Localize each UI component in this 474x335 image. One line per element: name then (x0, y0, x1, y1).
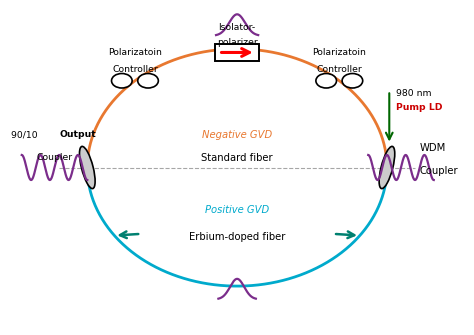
Text: Controller: Controller (317, 65, 362, 74)
Text: Controller: Controller (112, 65, 158, 74)
Circle shape (138, 73, 158, 88)
Text: Negative GVD: Negative GVD (202, 130, 272, 140)
Circle shape (316, 73, 337, 88)
Text: Output: Output (59, 130, 96, 139)
Circle shape (111, 73, 132, 88)
Text: Erbium-doped fiber: Erbium-doped fiber (189, 232, 285, 242)
Circle shape (342, 73, 363, 88)
Text: Polarizatoin: Polarizatoin (312, 48, 366, 57)
Text: Pump LD: Pump LD (396, 103, 443, 112)
Text: Coupler: Coupler (36, 153, 73, 162)
Text: Standard fiber: Standard fiber (201, 153, 273, 162)
Text: Positive GVD: Positive GVD (205, 205, 269, 215)
Text: 980 nm: 980 nm (396, 89, 432, 98)
Ellipse shape (80, 146, 95, 189)
Text: Isolator-: Isolator- (219, 23, 256, 32)
Text: Polarizatoin: Polarizatoin (108, 48, 162, 57)
Text: Coupler: Coupler (419, 166, 458, 176)
Text: polarizer: polarizer (217, 38, 257, 47)
Ellipse shape (379, 146, 395, 189)
FancyBboxPatch shape (215, 44, 259, 61)
Text: WDM: WDM (419, 143, 446, 153)
Text: 90/10: 90/10 (11, 130, 40, 139)
